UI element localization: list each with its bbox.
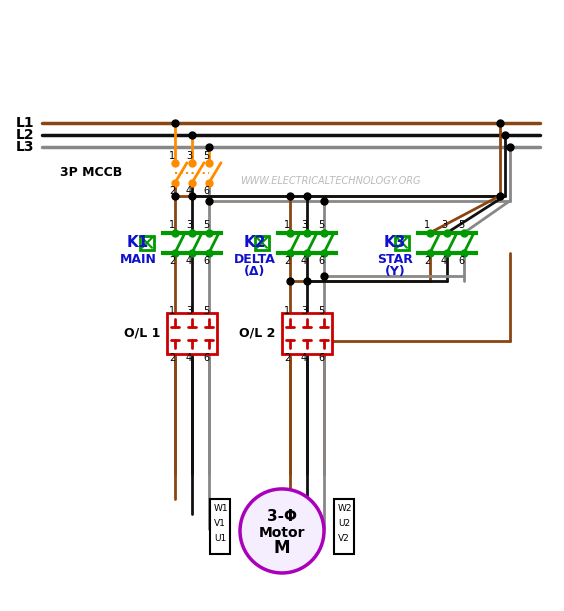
Text: 3: 3	[301, 306, 307, 316]
Text: 5: 5	[318, 306, 324, 316]
Text: 4: 4	[186, 353, 192, 363]
Text: Motor: Motor	[259, 526, 305, 540]
Text: L1: L1	[16, 115, 34, 130]
Text: U2: U2	[338, 519, 350, 529]
Text: 4: 4	[186, 256, 192, 266]
Text: K1: K1	[127, 235, 149, 251]
Text: O/L 2: O/L 2	[239, 327, 275, 340]
Bar	[395, 236, 409, 250]
Text: 3: 3	[186, 306, 192, 316]
Text: 6: 6	[318, 256, 324, 266]
Bar	[167, 313, 217, 354]
Text: M: M	[274, 539, 290, 557]
Text: 1: 1	[169, 220, 175, 230]
Text: 3: 3	[186, 220, 192, 230]
Text: O/L 1: O/L 1	[124, 327, 160, 340]
Text: 2: 2	[169, 256, 175, 266]
Text: 6: 6	[318, 353, 324, 363]
Text: 4: 4	[301, 353, 307, 363]
Text: 4: 4	[441, 256, 447, 266]
Text: Star / Delta Starter (Y - Δ) for 3-Φ Motor: Star / Delta Starter (Y - Δ) for 3-Φ Mot…	[70, 64, 494, 83]
Text: 6: 6	[203, 186, 209, 196]
Text: 1: 1	[424, 220, 430, 230]
Text: W1: W1	[214, 505, 228, 513]
Text: 2: 2	[284, 353, 290, 363]
Text: 3P MCCB: 3P MCCB	[60, 166, 122, 179]
Text: 2: 2	[169, 186, 175, 196]
Text: 5: 5	[458, 220, 464, 230]
Circle shape	[240, 489, 324, 573]
Text: 2: 2	[284, 256, 290, 266]
Text: (Δ): (Δ)	[244, 265, 266, 278]
Text: 5: 5	[318, 220, 324, 230]
Text: 6: 6	[203, 256, 209, 266]
Text: 3: 3	[186, 151, 192, 161]
Text: L3: L3	[16, 140, 34, 154]
Text: 5: 5	[203, 306, 209, 316]
Bar	[282, 313, 332, 354]
Text: 4: 4	[186, 186, 192, 196]
Text: U1: U1	[214, 535, 226, 543]
Text: V2: V2	[338, 535, 350, 543]
Text: STAR: STAR	[377, 254, 413, 266]
Bar	[140, 236, 154, 250]
Text: 1: 1	[169, 306, 175, 316]
Text: 6: 6	[203, 353, 209, 363]
Text: 5: 5	[203, 220, 209, 230]
Text: DELTA: DELTA	[234, 254, 276, 266]
Bar	[334, 499, 354, 554]
Text: 2: 2	[169, 353, 175, 363]
Text: WWW.ELECTRICALTECHNOLOGY.ORG: WWW.ELECTRICALTECHNOLOGY.ORG	[240, 176, 420, 186]
Text: 6: 6	[458, 256, 464, 266]
Text: 5: 5	[203, 151, 209, 161]
Text: 1: 1	[169, 151, 175, 161]
Text: Power Circuit Diagram of Automatic: Power Circuit Diagram of Automatic	[92, 21, 472, 40]
Text: 3-Φ: 3-Φ	[267, 510, 297, 524]
Text: 3: 3	[301, 220, 307, 230]
Text: K3: K3	[384, 235, 406, 251]
Bar	[255, 236, 269, 250]
Text: 4: 4	[301, 256, 307, 266]
Text: 1: 1	[284, 220, 290, 230]
Text: K2: K2	[244, 235, 266, 251]
Text: L2: L2	[16, 128, 34, 142]
Text: (Y): (Y)	[385, 265, 406, 278]
Text: W2: W2	[338, 505, 352, 513]
Text: 1: 1	[284, 306, 290, 316]
Text: V1: V1	[214, 519, 226, 529]
Text: 3: 3	[441, 220, 447, 230]
Text: MAIN: MAIN	[120, 254, 156, 266]
Text: 2: 2	[424, 256, 430, 266]
Bar	[210, 499, 230, 554]
